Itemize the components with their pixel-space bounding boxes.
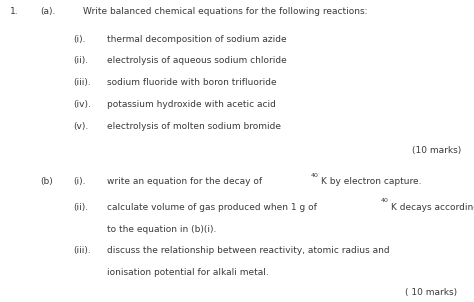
Text: write an equation for the decay of: write an equation for the decay of <box>107 177 264 186</box>
Text: electrolysis of molten sodium bromide: electrolysis of molten sodium bromide <box>107 122 281 131</box>
Text: electrolysis of aqueous sodium chloride: electrolysis of aqueous sodium chloride <box>107 56 286 66</box>
Text: K by electron capture.: K by electron capture. <box>321 177 421 186</box>
Text: thermal decomposition of sodium azide: thermal decomposition of sodium azide <box>107 35 286 44</box>
Text: discuss the relationship between reactivity, atomic radius and: discuss the relationship between reactiv… <box>107 246 389 255</box>
Text: calculate volume of gas produced when 1 g of: calculate volume of gas produced when 1 … <box>107 203 319 212</box>
Text: 1.: 1. <box>10 7 19 16</box>
Text: potassium hydroxide with acetic acid: potassium hydroxide with acetic acid <box>107 100 275 109</box>
Text: (b): (b) <box>40 177 53 186</box>
Text: (iv).: (iv). <box>73 100 91 109</box>
Text: ( 10 marks): ( 10 marks) <box>405 288 457 297</box>
Text: 40: 40 <box>381 198 389 203</box>
Text: ionisation potential for alkali metal.: ionisation potential for alkali metal. <box>107 268 268 277</box>
Text: to the equation in (b)(i).: to the equation in (b)(i). <box>107 225 216 234</box>
Text: Write balanced chemical equations for the following reactions:: Write balanced chemical equations for th… <box>83 7 367 16</box>
Text: (iii).: (iii). <box>73 78 91 87</box>
Text: (a).: (a). <box>40 7 55 16</box>
Text: (10 marks): (10 marks) <box>412 146 462 155</box>
Text: (ii).: (ii). <box>73 56 89 66</box>
Text: 40: 40 <box>310 173 319 178</box>
Text: (ii).: (ii). <box>73 203 89 212</box>
Text: sodium fluoride with boron trifluoride: sodium fluoride with boron trifluoride <box>107 78 276 87</box>
Text: (i).: (i). <box>73 35 86 44</box>
Text: (i).: (i). <box>73 177 86 186</box>
Text: (iii).: (iii). <box>73 246 91 255</box>
Text: K decays according: K decays according <box>392 203 474 212</box>
Text: (v).: (v). <box>73 122 89 131</box>
